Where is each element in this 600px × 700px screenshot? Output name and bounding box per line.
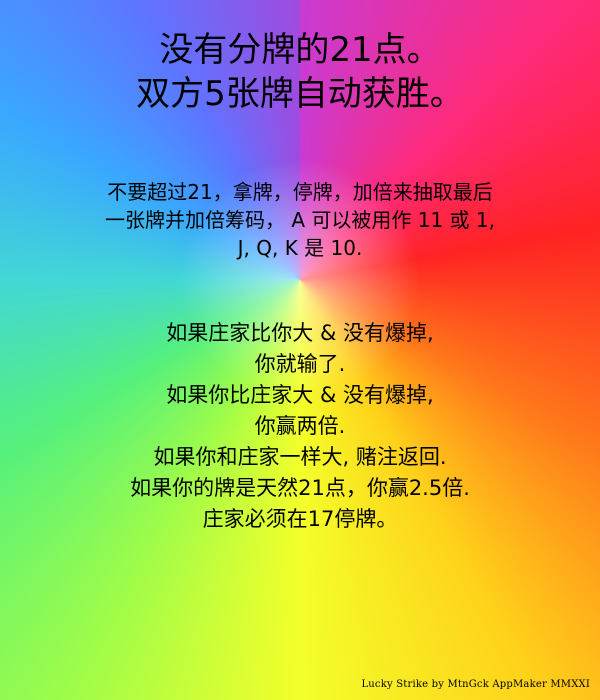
page-title: 没有分牌的21点。 双方5张牌自动获胜。 — [0, 28, 600, 116]
rules1-line-1: 不要超过21，拿牌，停牌，加倍来抽取最后 — [107, 180, 493, 204]
rules2-line-5: 如果你和庄家一样大, 赌注返回. — [153, 445, 447, 469]
title-line-2: 双方5张牌自动获胜。 — [136, 74, 464, 114]
rules-paragraph-1: 不要超过21，拿牌，停牌，加倍来抽取最后 一张牌并加倍筹码， A 可以被用作 1… — [26, 178, 574, 262]
rules2-line-4: 你赢两倍. — [254, 414, 346, 438]
footer-credit: Lucky Strike by MtnGck AppMaker MMXXI — [361, 679, 590, 690]
rules1-line-3: J, Q, K 是 10. — [237, 236, 363, 260]
rules-paragraph-2: 如果庄家比你大 & 没有爆掉, 你就输了. 如果你比庄家大 & 没有爆掉, 你赢… — [0, 318, 600, 535]
rules2-line-1: 如果庄家比你大 & 没有爆掉, — [166, 321, 434, 345]
rules2-line-6: 如果你的牌是天然21点，你赢2.5倍. — [130, 476, 470, 500]
rules2-line-3: 如果你比庄家大 & 没有爆掉, — [166, 383, 434, 407]
rules2-line-2: 你就输了. — [254, 352, 346, 376]
rules2-line-7: 庄家必须在17停牌。 — [202, 507, 398, 531]
title-line-1: 没有分牌的21点。 — [159, 30, 441, 70]
rules1-line-2: 一张牌并加倍筹码， A 可以被用作 11 或 1, — [105, 208, 495, 232]
